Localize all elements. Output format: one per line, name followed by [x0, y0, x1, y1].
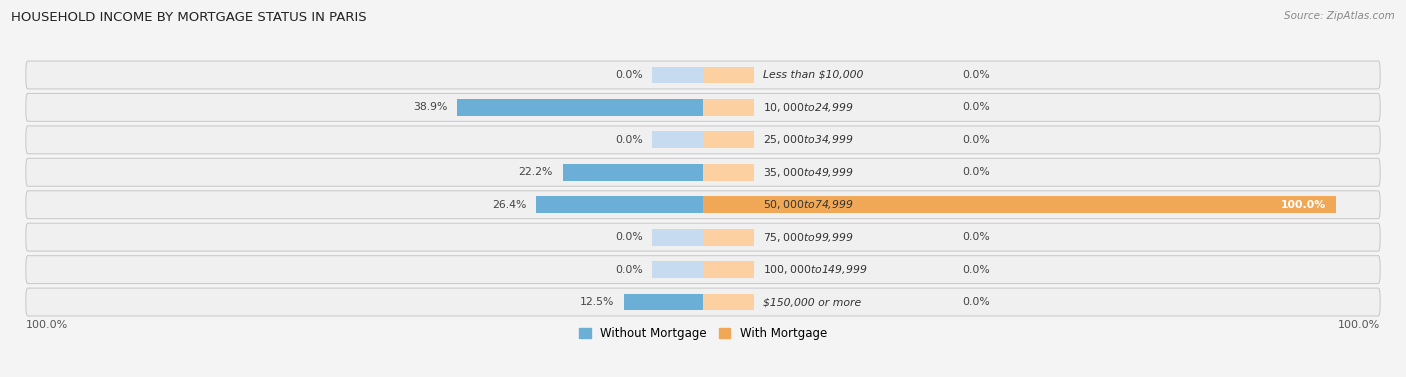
Bar: [703, 99, 754, 116]
Text: 0.0%: 0.0%: [616, 265, 643, 274]
Text: 0.0%: 0.0%: [962, 103, 990, 112]
Bar: [652, 99, 703, 116]
Text: HOUSEHOLD INCOME BY MORTGAGE STATUS IN PARIS: HOUSEHOLD INCOME BY MORTGAGE STATUS IN P…: [11, 11, 367, 24]
Text: 0.0%: 0.0%: [962, 167, 990, 177]
Text: 100.0%: 100.0%: [1281, 200, 1326, 210]
Bar: [457, 99, 703, 116]
Text: 0.0%: 0.0%: [962, 232, 990, 242]
FancyBboxPatch shape: [25, 191, 1381, 219]
FancyBboxPatch shape: [25, 223, 1381, 251]
Text: $25,000 to $34,999: $25,000 to $34,999: [763, 133, 853, 146]
FancyBboxPatch shape: [25, 158, 1381, 186]
FancyBboxPatch shape: [25, 256, 1381, 284]
Bar: [652, 294, 703, 311]
Bar: [536, 196, 703, 213]
Bar: [624, 294, 703, 311]
Bar: [703, 164, 754, 181]
Text: $50,000 to $74,999: $50,000 to $74,999: [763, 198, 853, 211]
Text: $75,000 to $99,999: $75,000 to $99,999: [763, 231, 853, 244]
Text: 12.5%: 12.5%: [581, 297, 614, 307]
FancyBboxPatch shape: [25, 93, 1381, 121]
Text: 0.0%: 0.0%: [962, 297, 990, 307]
Bar: [703, 132, 754, 148]
Text: $150,000 or more: $150,000 or more: [763, 297, 862, 307]
Text: 22.2%: 22.2%: [519, 167, 553, 177]
Text: 0.0%: 0.0%: [616, 232, 643, 242]
Bar: [652, 196, 703, 213]
Bar: [703, 196, 1336, 213]
Text: $35,000 to $49,999: $35,000 to $49,999: [763, 166, 853, 179]
Legend: Without Mortgage, With Mortgage: Without Mortgage, With Mortgage: [574, 322, 832, 345]
Bar: [562, 164, 703, 181]
Bar: [652, 229, 703, 245]
Text: $10,000 to $24,999: $10,000 to $24,999: [763, 101, 853, 114]
Text: 38.9%: 38.9%: [413, 103, 447, 112]
Text: 100.0%: 100.0%: [1337, 320, 1381, 330]
Bar: [703, 66, 754, 83]
Bar: [652, 261, 703, 278]
Bar: [652, 132, 703, 148]
Bar: [703, 196, 754, 213]
Text: 100.0%: 100.0%: [25, 320, 69, 330]
FancyBboxPatch shape: [25, 288, 1381, 316]
Text: 0.0%: 0.0%: [962, 265, 990, 274]
Text: 0.0%: 0.0%: [616, 135, 643, 145]
Text: Source: ZipAtlas.com: Source: ZipAtlas.com: [1284, 11, 1395, 21]
Text: Less than $10,000: Less than $10,000: [763, 70, 863, 80]
Bar: [652, 66, 703, 83]
Text: 0.0%: 0.0%: [616, 70, 643, 80]
FancyBboxPatch shape: [25, 126, 1381, 154]
Bar: [703, 294, 754, 311]
FancyBboxPatch shape: [25, 61, 1381, 89]
Bar: [703, 261, 754, 278]
Text: 26.4%: 26.4%: [492, 200, 526, 210]
Text: 0.0%: 0.0%: [962, 70, 990, 80]
Text: 0.0%: 0.0%: [962, 135, 990, 145]
Bar: [652, 164, 703, 181]
Bar: [703, 229, 754, 245]
Text: $100,000 to $149,999: $100,000 to $149,999: [763, 263, 868, 276]
